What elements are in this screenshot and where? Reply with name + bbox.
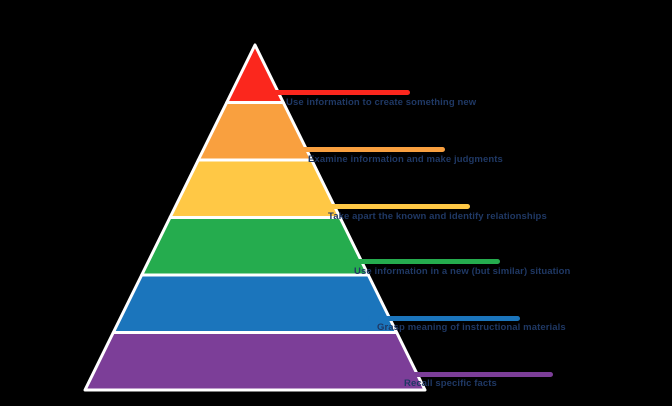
level-5-label: Grasp meaning of instructional materials [377,322,566,333]
level-3-label: Take apart the known and identify relati… [328,211,547,222]
leader-line-5 [368,316,520,321]
pyramid-level-3-shape [168,158,342,219]
pyramid-level-2-shape [196,101,314,162]
leader-line-4 [345,259,500,264]
pyramid-level-4-shape [140,216,370,277]
pyramid-level-6-shape [83,331,427,392]
level-2-label: Examine information and make judgments [308,154,503,165]
leader-line-3 [318,204,470,209]
level-6-label: Recall specific facts [404,378,497,389]
pyramid-level-5-shape [111,273,399,334]
leader-line-1 [272,90,410,95]
leader-line-2 [295,147,445,152]
level-1-label: Use information to create something new [286,97,477,108]
leader-line-6 [395,372,553,377]
level-4-label: Use information in a new (but similar) s… [354,266,571,277]
